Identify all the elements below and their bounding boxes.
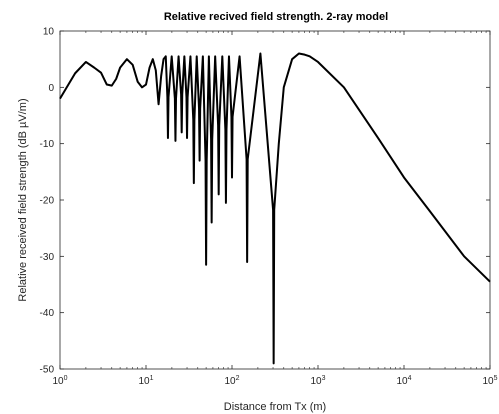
- x-tick-label: 104: [396, 375, 411, 387]
- x-tick-label: 103: [310, 375, 325, 387]
- x-tick-label: 102: [224, 375, 239, 387]
- y-tick-label: -10: [40, 139, 55, 150]
- chart-title: Relative recived field strength. 2-ray m…: [164, 11, 388, 23]
- x-tick-label: 100: [52, 375, 67, 387]
- x-tick-label: 101: [138, 375, 153, 387]
- y-tick-label: -30: [40, 252, 55, 263]
- y-tick-label: -20: [40, 196, 55, 207]
- x-tick-label: 105: [482, 375, 497, 387]
- y-tick-label: 0: [48, 83, 54, 94]
- y-tick-label: -50: [40, 365, 55, 376]
- y-tick-label: -40: [40, 308, 55, 319]
- series-line: [59, 52, 491, 365]
- y-axis-label: Relative received field strength (dB µV/…: [17, 98, 29, 301]
- y-tick-label: 10: [43, 27, 55, 38]
- x-axis-label: Distance from Tx (m): [224, 401, 326, 413]
